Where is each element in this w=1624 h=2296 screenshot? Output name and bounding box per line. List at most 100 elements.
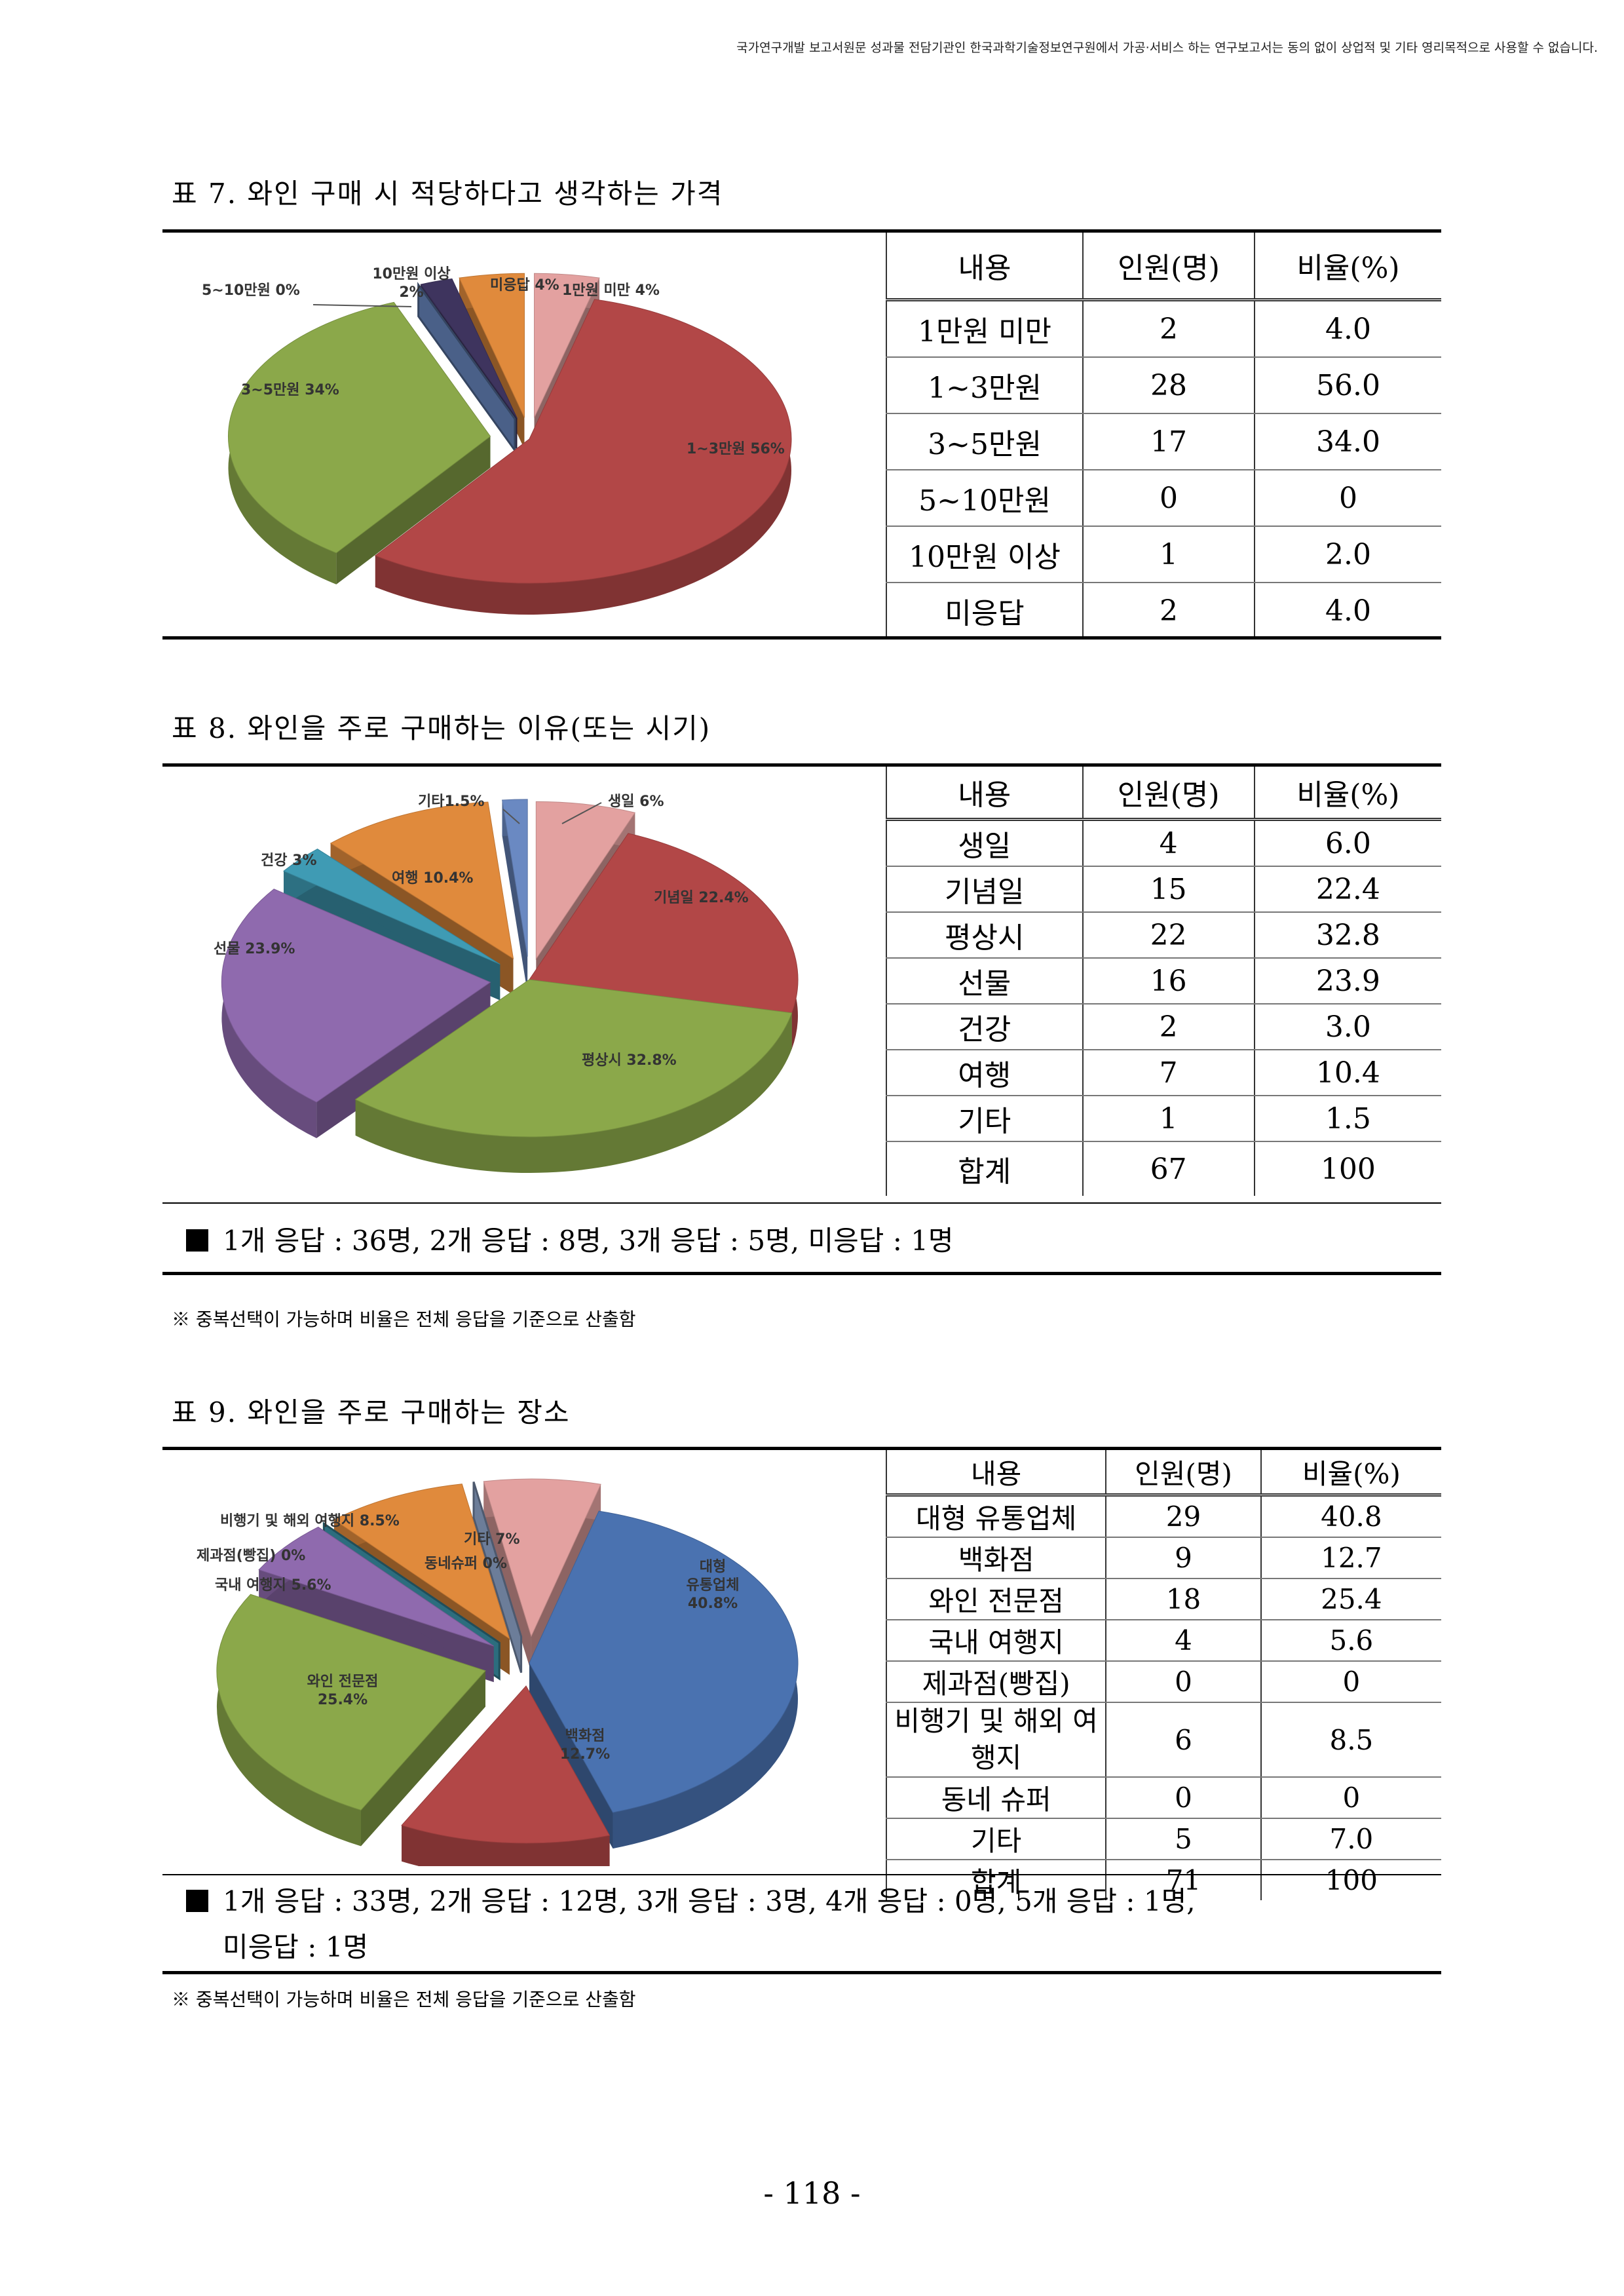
table-row: 기타 5 7.0: [885, 1818, 1441, 1860]
pie-data-label: 3~5만원 34%: [241, 382, 339, 398]
table-row: 대형 유통업체 29 40.8: [885, 1495, 1441, 1538]
table-cell: 1만원 미만: [885, 299, 1084, 358]
square-bullet-icon: [186, 1890, 208, 1912]
table-cell: 22.4: [1253, 866, 1441, 913]
response-note: 1개 응답 : 36명, 2개 응답 : 8명, 3개 응답 : 5명, 미응답…: [186, 1219, 954, 1259]
table-row: 백화점 9 12.7: [885, 1537, 1441, 1579]
pie-chart-price-svg: 1만원 미만 4% 1~3만원 56% 3~5만원 34% 5~10만원 0% 10만원…: [202, 266, 792, 615]
response-note: 1개 응답 : 33명, 2개 응답 : 12명, 3개 응답 : 3명, 4개…: [186, 1879, 1196, 1919]
pie-data-label: 기타 7%: [464, 1531, 520, 1548]
header-cell: 비율(%): [1253, 767, 1441, 821]
pie-chart-place-svg: 대형 유통업체 40.8% 백화점 12.7% 와인 전문점 25.4% 국내 여행지 5.6…: [197, 1478, 799, 1866]
leader-line: [561, 802, 602, 824]
table-cell: 22: [1082, 912, 1255, 959]
table-cell: 0: [1105, 1661, 1261, 1703]
table-row: 기타 1 1.5: [886, 1096, 1441, 1142]
table-cell: 2.0: [1254, 526, 1441, 583]
table-row: 비행기 및 해외 여행지 6 8.5: [885, 1702, 1441, 1778]
pie-chart-price: 1만원 미만 4% 1~3만원 56% 3~5만원 34% 5~10만원 0% 10만원…: [162, 242, 877, 629]
footnote: ※ 중복선택이 가능하며 비율은 전체 응답을 기준으로 산출함: [172, 1309, 636, 1330]
table-row: 합계 71 100: [885, 1860, 1441, 1900]
table-cell: 56.0: [1254, 357, 1441, 414]
table7-block: 1만원 미만 4% 1~3만원 56% 3~5만원 34% 5~10만원 0% 10만원…: [162, 229, 1441, 642]
table-header-row: 내용 인원(명) 비율(%): [886, 767, 1441, 821]
header-cell: 인원(명): [1082, 767, 1255, 821]
table-cell: 기타: [885, 1818, 1106, 1860]
table-cell: 와인 전문점: [885, 1578, 1106, 1620]
table-row: 5~10만원 0 0: [885, 470, 1441, 527]
table-cell: 16: [1082, 958, 1255, 1004]
table9-title: 표 9. 와인을 주로 구매하는 장소: [172, 1396, 571, 1428]
table-cell: 비행기 및 해외 여행지: [885, 1702, 1106, 1778]
table-cell: 합계: [885, 1860, 1106, 1900]
table-cell: 18: [1105, 1578, 1261, 1620]
table-row: 1~3만원 28 56.0: [885, 357, 1441, 414]
table-cell: 4.0: [1254, 299, 1441, 358]
table-row: 3~5만원 17 34.0: [885, 413, 1441, 470]
table-cell: 6.0: [1253, 819, 1441, 867]
table-cell: 2: [1082, 1004, 1255, 1050]
pie-data-label: 생일 6%: [608, 794, 664, 810]
table-cell: 17: [1082, 413, 1255, 470]
table-row: 10만원 이상 1 2.0: [885, 526, 1441, 583]
response-note-line2: 미응답 : 1명: [223, 1931, 369, 1963]
pie-data-label: 1~3만원 56%: [687, 441, 785, 457]
pie-slice: [472, 1482, 523, 1674]
table8-block: 생일 6% 기념일 22.4% 평상시 32.8% 선물 23.9% 건강 3% 여행 1…: [162, 763, 1441, 1288]
table-row: 선물 16 23.9: [886, 958, 1441, 1004]
table7-data: 내용 인원(명) 비율(%) 1만원 미만 2 4.0 1~3만원 28 56.0 3~5만원 17…: [885, 233, 1441, 638]
page-number: - 118 -: [763, 2175, 861, 2211]
table-cell: 2: [1082, 299, 1255, 358]
leader-line: [502, 809, 520, 824]
bottom-rule: [162, 636, 1441, 640]
table-cell: 건강: [886, 1004, 1083, 1050]
table-row: 기념일 15 22.4: [886, 866, 1441, 913]
pie-slice: [227, 301, 491, 584]
pie-slice: [216, 1594, 486, 1846]
table-cell: 3~5만원: [885, 413, 1084, 470]
pie-data-label: 10만원 이상 2%: [372, 266, 450, 301]
table-cell: 29: [1105, 1495, 1261, 1538]
table-cell: 제과점(빵집): [885, 1661, 1106, 1703]
pie-data-label: 대형 유통업체 40.8%: [687, 1559, 740, 1612]
top-rule: [162, 763, 1441, 767]
table-cell: 1.5: [1253, 1096, 1441, 1142]
pie-slice: [374, 299, 792, 615]
table-cell: 10.4: [1253, 1050, 1441, 1096]
table-cell: 평상시: [886, 912, 1083, 959]
table-row: 생일 4 6.0: [886, 819, 1441, 867]
table-cell: 선물: [886, 958, 1083, 1004]
pie-slice: [258, 1526, 494, 1683]
table-row: 동네 슈퍼 0 0: [885, 1777, 1441, 1819]
pie-slice: [502, 799, 528, 993]
pie-data-label: 5~10만원 0%: [202, 282, 300, 299]
pie-slice: [529, 1510, 799, 1849]
table-cell: 0: [1105, 1777, 1261, 1819]
bottom-rule: [162, 1971, 1441, 1974]
table-header-row: 내용 인원(명) 비율(%): [885, 1450, 1441, 1497]
table-row: 제과점(빵집) 0 0: [885, 1661, 1441, 1703]
table-row: 미응답 2 4.0: [885, 583, 1441, 638]
table-cell: 1: [1082, 526, 1255, 583]
pie-data-label: 미응답 4%: [490, 277, 559, 294]
table-cell: 2: [1082, 583, 1255, 638]
table7-title: 표 7. 와인 구매 시 적당하다고 생각하는 가격: [172, 178, 724, 210]
table-cell: 12.7: [1260, 1537, 1441, 1579]
table-row: 건강 2 3.0: [886, 1004, 1441, 1050]
table-cell: 1: [1082, 1096, 1255, 1142]
table-cell: 25.4: [1260, 1578, 1441, 1620]
table-cell: 5~10만원: [885, 470, 1084, 527]
table-cell: 34.0: [1254, 413, 1441, 470]
table-cell: 합계: [886, 1141, 1083, 1196]
pie-data-label: 1만원 미만 4%: [562, 282, 660, 299]
top-rule: [162, 1447, 1441, 1450]
table-cell: 백화점: [885, 1537, 1106, 1579]
table8-data: 내용 인원(명) 비율(%) 생일 4 6.0 기념일 15 22.4 평상시 22 32.8 선물 16…: [886, 767, 1441, 1196]
pie-data-label: 비행기 및 해외 여행지 8.5%: [220, 1513, 400, 1529]
header-cell: 내용: [886, 767, 1083, 821]
table-cell: 67: [1082, 1141, 1255, 1196]
table-cell: 32.8: [1253, 912, 1441, 959]
header-cell: 인원(명): [1105, 1450, 1261, 1497]
table-cell: 7.0: [1260, 1818, 1441, 1860]
top-rule: [162, 229, 1441, 233]
